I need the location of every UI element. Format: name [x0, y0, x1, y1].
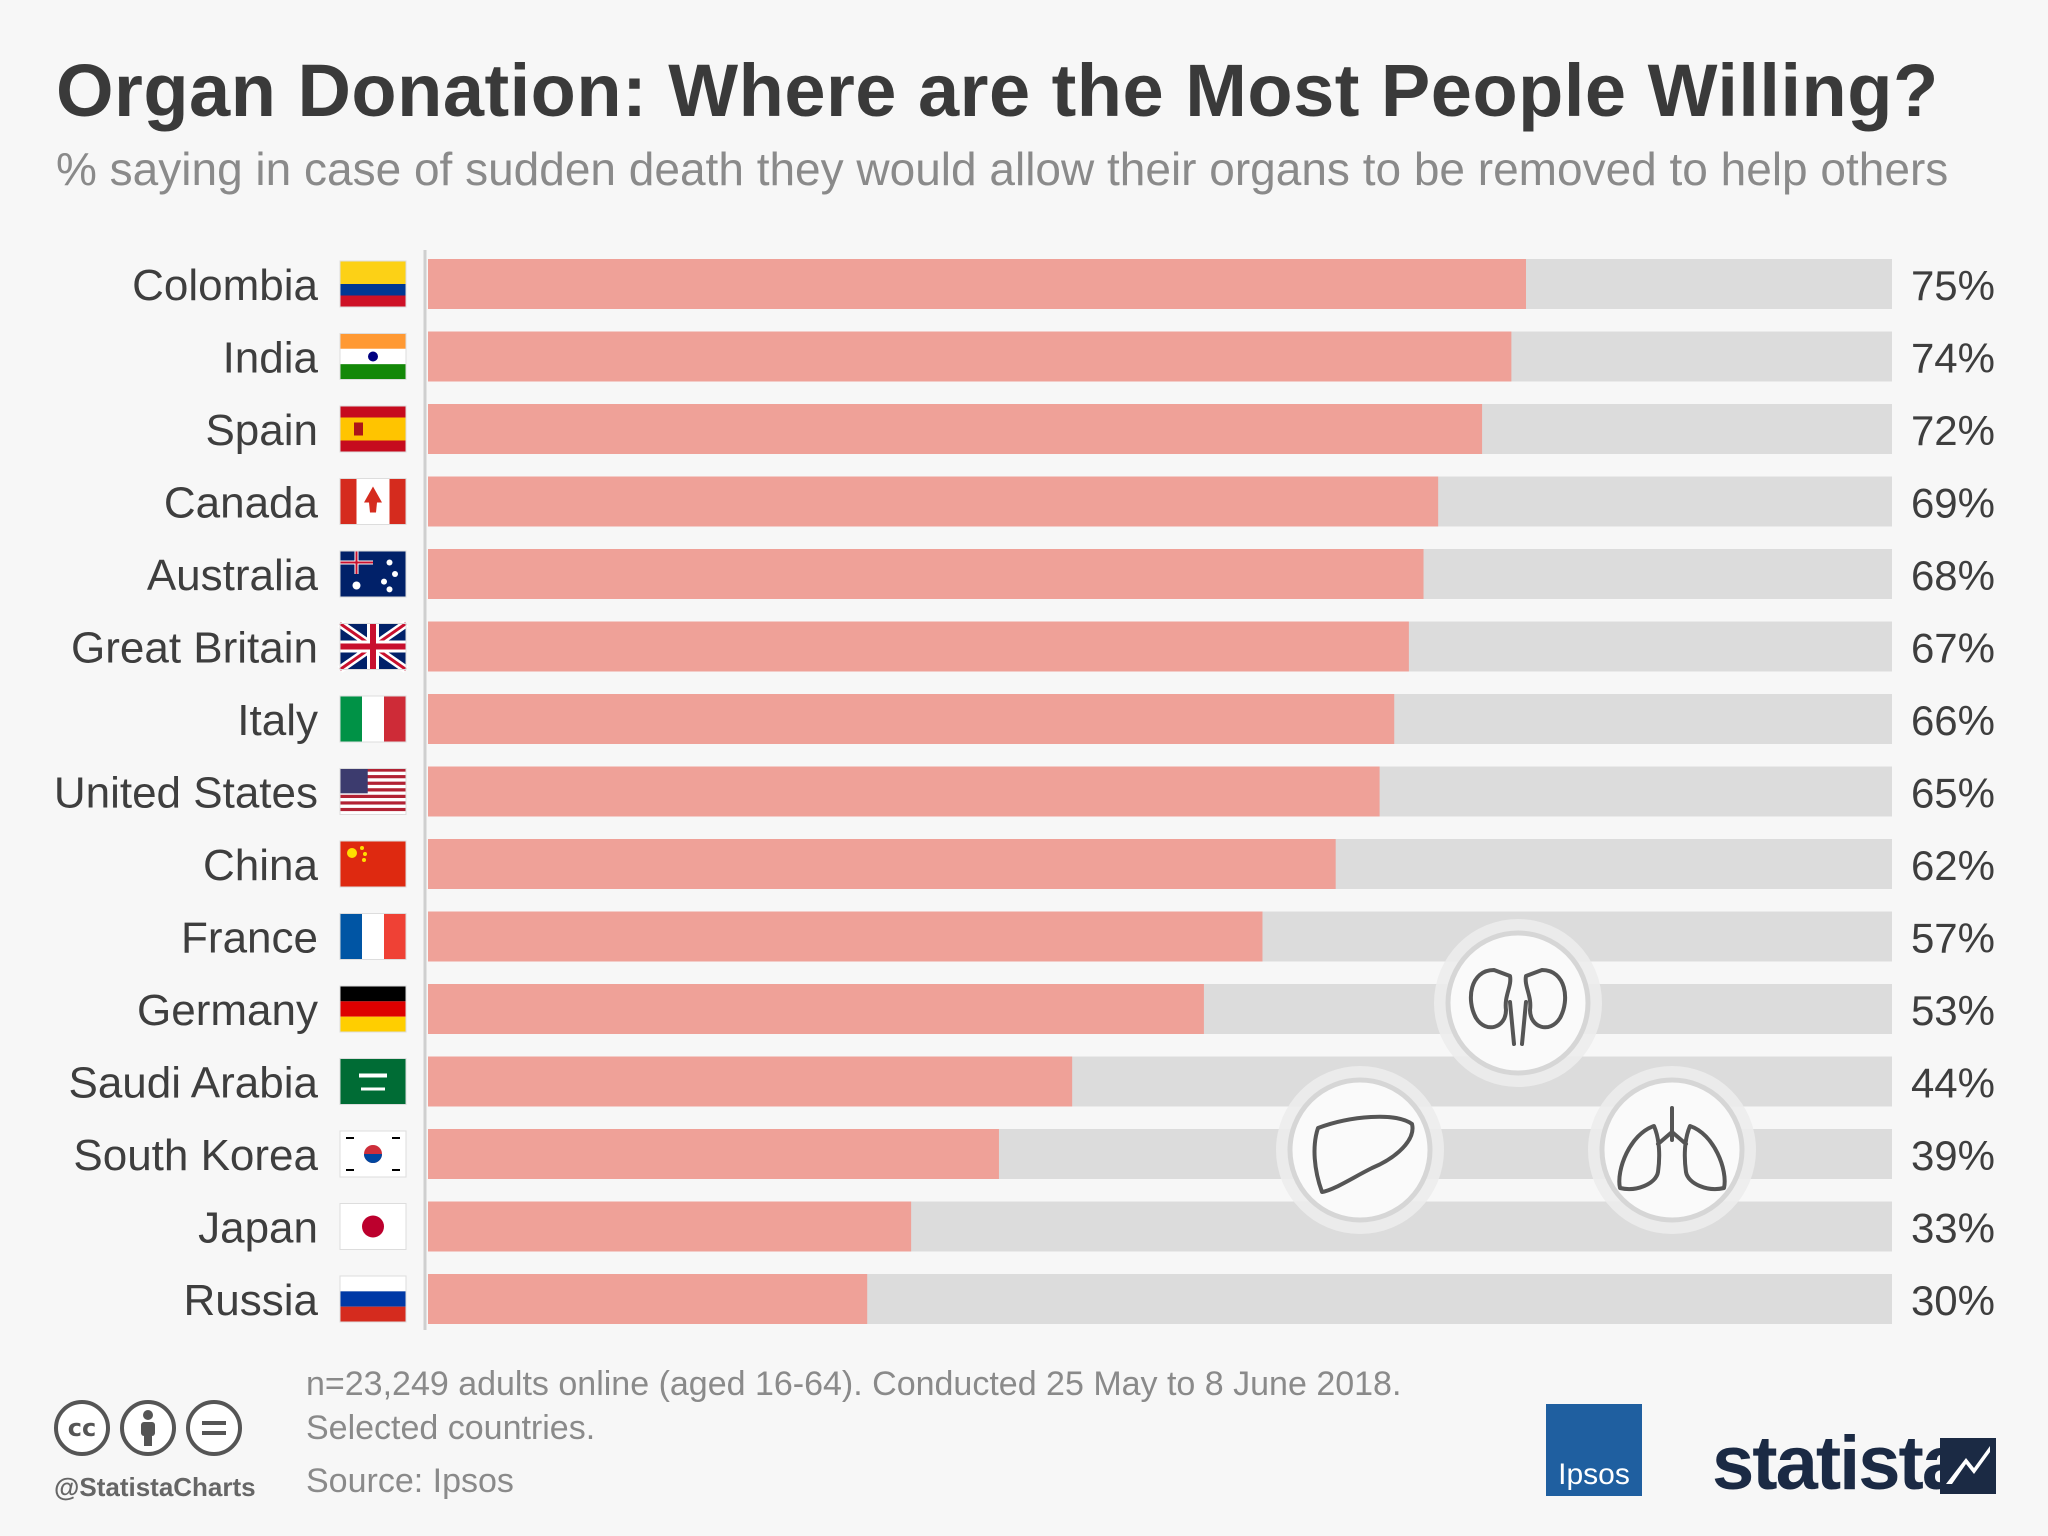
bar-row: Colombia 75%: [132, 259, 1995, 310]
bar-row: Australia 68%: [147, 549, 1995, 600]
liver-icon: [1276, 1066, 1444, 1234]
bar-row: Japan 33%: [198, 1201, 1995, 1253]
value-label: 33%: [1911, 1205, 1995, 1252]
bar: [428, 621, 1409, 672]
ipsos-logo-text: Ipsos: [1558, 1458, 1630, 1491]
category-label: Spain: [205, 406, 318, 455]
value-label: 30%: [1911, 1277, 1995, 1324]
bar-row: France 57%: [181, 911, 1995, 963]
colombia-flag-icon: [339, 260, 407, 308]
category-label: Saudi Arabia: [68, 1059, 318, 1108]
cc-icon: cc: [54, 1400, 110, 1456]
category-label: South Korea: [73, 1131, 318, 1180]
bar: [428, 839, 1336, 889]
bar: [428, 984, 1204, 1034]
value-label: 57%: [1911, 915, 1995, 962]
bar: [428, 694, 1395, 744]
bar: [428, 766, 1380, 817]
value-label: 75%: [1911, 262, 1995, 309]
bar-row: Great Britain 67%: [71, 620, 1995, 673]
russia-flag-icon: [339, 1275, 407, 1323]
statista-handle: @StatistaCharts: [54, 1472, 256, 1502]
statista-mark-icon: [1940, 1438, 1996, 1494]
footer-note-line2: Selected countries.: [306, 1409, 596, 1447]
bar-row: Germany 53%: [137, 984, 1995, 1035]
category-label: Australia: [147, 551, 319, 600]
bar: [428, 259, 1526, 309]
category-label: China: [203, 841, 318, 890]
value-label: 68%: [1911, 552, 1995, 599]
value-label: 39%: [1911, 1132, 1995, 1179]
south-korea-flag-icon: [339, 1130, 407, 1178]
bar-chart: Colombia 75% India 74% Spain 72% Canada 69% Aust…: [54, 250, 1995, 1330]
value-label: 66%: [1911, 697, 1995, 744]
australia-flag-icon: [339, 550, 407, 598]
value-label: 44%: [1911, 1060, 1995, 1107]
bar: [428, 911, 1263, 962]
footer-note-line1: n=23,249 adults online (aged 16-64). Con…: [306, 1365, 1402, 1403]
category-label: Canada: [164, 479, 319, 528]
spain-flag-icon: [339, 405, 407, 453]
china-flag-icon: [339, 840, 407, 888]
bar-row: India 74%: [223, 331, 1995, 383]
japan-flag-icon: [339, 1203, 407, 1250]
ipsos-logo: Ipsos: [1546, 1404, 1642, 1496]
bar-row: Russia 30%: [184, 1274, 1995, 1325]
value-label: 74%: [1911, 335, 1995, 382]
bar: [428, 549, 1424, 599]
category-label: Great Britain: [71, 624, 318, 673]
value-label: 65%: [1911, 770, 1995, 817]
canada-flag-icon: [339, 478, 407, 525]
category-label: United States: [54, 769, 318, 818]
license-icons: cc: [54, 1400, 242, 1456]
footer-note: n=23,249 adults online (aged 16-64). Con…: [306, 1362, 1401, 1450]
bar-row: Canada 69%: [164, 476, 1995, 528]
statista-logo: statista: [1712, 1421, 1964, 1506]
bar: [428, 1274, 868, 1324]
bar: [428, 404, 1483, 454]
bar-row: United States 65%: [54, 766, 1995, 818]
category-label: France: [181, 914, 318, 963]
bar-row: Italy 66%: [237, 694, 1995, 745]
category-label: Germany: [137, 986, 318, 1035]
value-label: 62%: [1911, 842, 1995, 889]
bar: [428, 1129, 999, 1179]
kidneys-icon: [1434, 919, 1602, 1087]
bar: [428, 1056, 1073, 1107]
chart-title: Organ Donation: Where are the Most Peopl…: [56, 49, 1939, 132]
bar: [428, 476, 1439, 527]
value-label: 53%: [1911, 987, 1995, 1034]
value-label: 69%: [1911, 480, 1995, 527]
germany-flag-icon: [339, 985, 407, 1033]
united-states-flag-icon: [339, 768, 407, 815]
france-flag-icon: [339, 913, 407, 960]
bar-row: South Korea 39%: [73, 1129, 1995, 1180]
saudi-arabia-flag-icon: [339, 1058, 407, 1105]
bar-row: China 62%: [203, 839, 1995, 890]
value-label: 72%: [1911, 407, 1995, 454]
chart-subtitle: % saying in case of sudden death they wo…: [56, 143, 1949, 195]
india-flag-icon: [339, 333, 407, 380]
source-text: Source: Ipsos: [306, 1462, 514, 1500]
category-label: Japan: [198, 1204, 318, 1253]
lungs-icon: [1588, 1066, 1756, 1234]
bar-row: Spain 72%: [205, 404, 1995, 455]
bar: [428, 331, 1512, 382]
bar: [428, 1201, 912, 1252]
category-label: Italy: [237, 696, 318, 745]
category-label: Colombia: [132, 261, 318, 310]
value-label: 67%: [1911, 625, 1995, 672]
nd-icon: [186, 1400, 242, 1456]
category-label: Russia: [184, 1276, 319, 1325]
great-britain-flag-icon: [337, 620, 409, 673]
category-label: India: [223, 334, 319, 383]
italy-flag-icon: [339, 695, 407, 743]
by-icon: [120, 1400, 176, 1456]
